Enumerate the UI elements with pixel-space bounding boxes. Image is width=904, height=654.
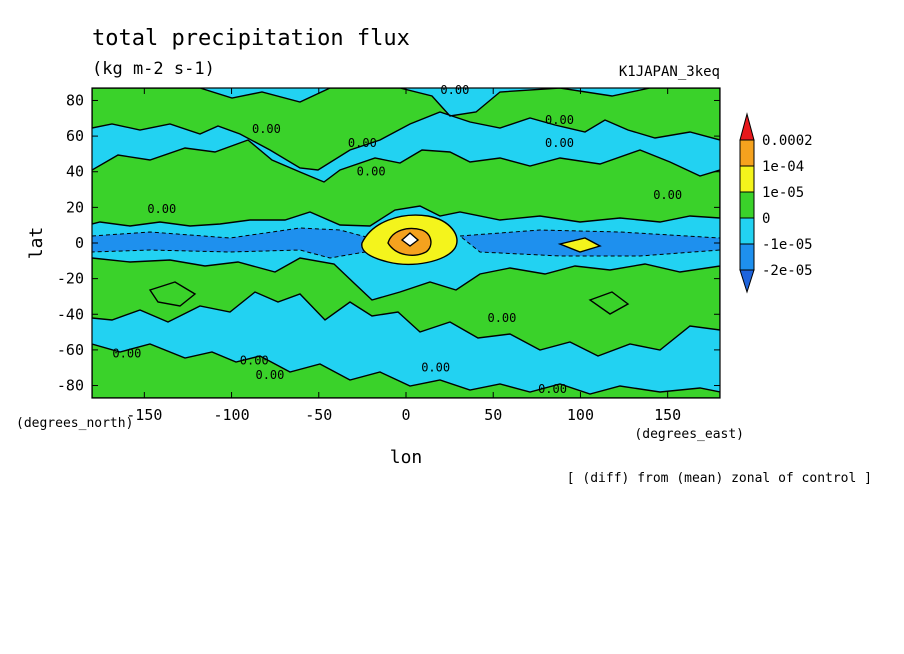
colorbar-label: 0.0002: [762, 133, 813, 149]
x-tick-label: 100: [567, 406, 594, 424]
colorbar-swatch: [739, 139, 755, 167]
colorbar-top-arrow: [739, 112, 755, 141]
y-tick-label: 20: [66, 198, 84, 216]
y-tick-label: 60: [66, 127, 84, 145]
y-axis: 80 60 40 20 0 -20 -40 -60 -80: [57, 91, 720, 395]
x-tick-label: -100: [213, 406, 249, 424]
contour-label: 0.00: [538, 382, 567, 396]
x-tick-label: -50: [305, 406, 332, 424]
y-tick-label: 80: [66, 91, 84, 109]
contour-label: 0.00: [440, 83, 469, 97]
y-axis-units: (degrees_north): [16, 416, 133, 431]
y-tick-label: -40: [57, 305, 84, 323]
x-axis: -150 -100 -50 0 50 100 150: [126, 88, 681, 424]
colorbar-swatch: [739, 217, 755, 245]
contour-label: 0.00: [357, 165, 386, 179]
x-axis-units: (degrees_east): [634, 427, 744, 442]
y-tick-label: -20: [57, 270, 84, 288]
colorbar-swatch: [739, 243, 755, 271]
colorbar-bottom-arrow: [739, 269, 755, 294]
footnote: [ (diff) from (mean) zonal of control ]: [567, 471, 872, 486]
x-axis-label: lon: [390, 447, 423, 468]
y-tick-label: -80: [57, 377, 84, 395]
x-tick-label: 0: [401, 406, 410, 424]
contour-label: 0.00: [348, 136, 377, 150]
plot-area: [92, 88, 720, 398]
contour-label: 0.00: [252, 122, 281, 136]
colorbar-swatch: [739, 165, 755, 193]
contour-label: 0.00: [545, 113, 574, 127]
y-tick-label: 0: [75, 234, 84, 252]
contour-label: 0.00: [112, 346, 141, 360]
contour-label: 0.00: [653, 188, 682, 202]
run-label: K1JAPAN_3keq: [619, 64, 720, 80]
colorbar-label: -1e-05: [762, 237, 813, 253]
colorbar-label: 1e-04: [762, 159, 804, 175]
contour-label: 0.00: [147, 202, 176, 216]
x-tick-label: 150: [654, 406, 681, 424]
equatorial-maximum: [361, 214, 602, 265]
y-tick-label: 40: [66, 163, 84, 181]
x-tick-label: -150: [126, 406, 162, 424]
colorbar-label: 0: [762, 211, 770, 227]
chart-title: total precipitation flux: [92, 26, 410, 51]
contour-label: 0.00: [545, 136, 574, 150]
x-tick-label: 50: [484, 406, 502, 424]
y-axis-label: lat: [26, 227, 47, 260]
contour-label: 0.00: [487, 311, 516, 325]
contour-label-layer: 0.000.000.000.000.000.000.000.000.000.00…: [112, 83, 682, 396]
colorbar-label: 1e-05: [762, 185, 804, 201]
y-tick-label: -60: [57, 341, 84, 359]
colorbar: 0.0002 1e-04 1e-05 0 -1e-05 -2e-05: [739, 112, 813, 294]
positive-regions: [92, 88, 720, 398]
contour-label: 0.00: [240, 354, 269, 368]
contour-label: 0.00: [255, 368, 284, 382]
colorbar-label: -2e-05: [762, 263, 813, 279]
chart-subtitle: (kg m-2 s-1): [92, 59, 215, 79]
contour-label: 0.00: [421, 361, 450, 375]
colorbar-swatch: [739, 191, 755, 219]
